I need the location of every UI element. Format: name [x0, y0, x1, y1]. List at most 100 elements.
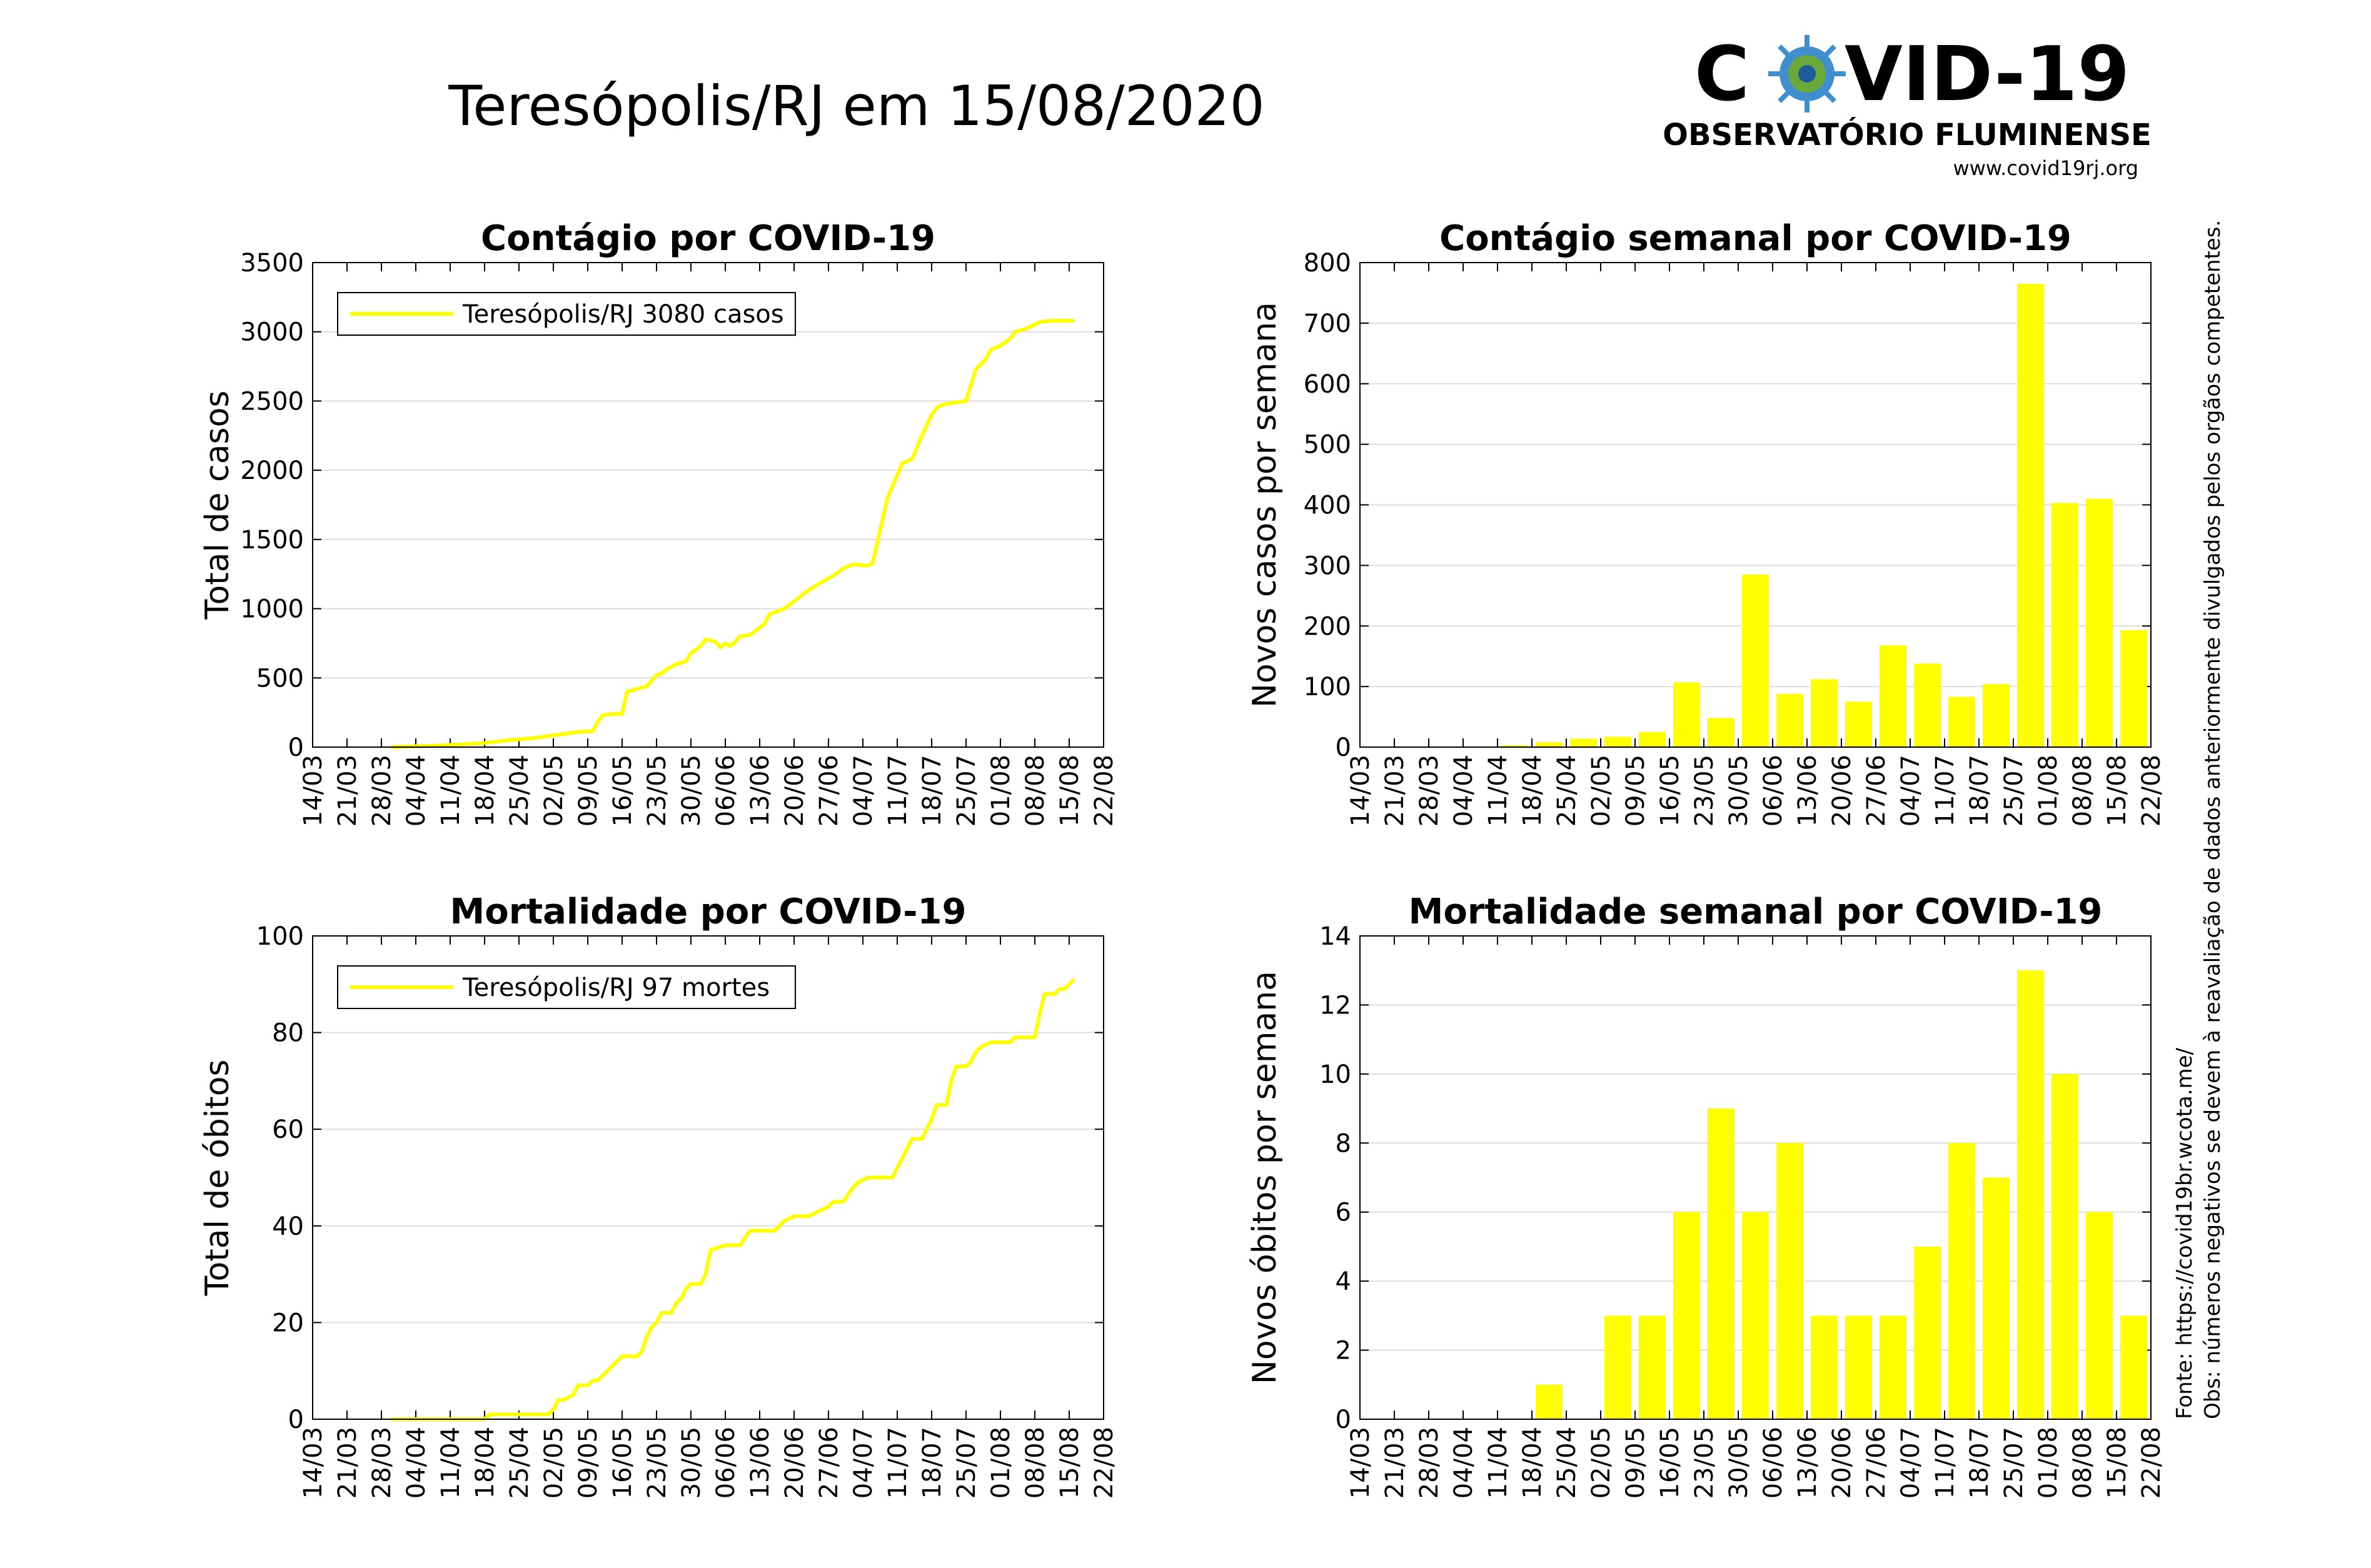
logo-url: www.covid19rj.org	[1953, 156, 2138, 180]
logo-title-left: C	[1694, 31, 1749, 118]
x-tick-label: 23/05	[643, 1427, 672, 1499]
y-tick-label: 400	[1304, 491, 1351, 520]
x-tick-label: 14/03	[299, 755, 328, 827]
x-tick-label: 18/04	[471, 1427, 500, 1499]
logo-subtitle: OBSERVATÓRIO FLUMINENSE	[1663, 117, 2152, 153]
x-tick-label: 22/08	[1090, 1427, 1119, 1499]
x-tick-label: 15/08	[2103, 755, 2132, 827]
x-tick-label: 13/06	[746, 755, 775, 827]
plot-area	[313, 936, 1104, 1419]
x-tick-label: 06/06	[712, 1427, 740, 1499]
bar	[2120, 630, 2147, 747]
bar	[1604, 1315, 1631, 1419]
axes-frame	[312, 262, 1104, 748]
bar	[2120, 1315, 2147, 1419]
x-tick-label: 21/03	[333, 1427, 362, 1499]
x-tick-label: 20/06	[780, 1427, 809, 1499]
y-tick-label: 100	[256, 922, 304, 951]
x-tick-label: 09/05	[1621, 1427, 1650, 1499]
bar	[1639, 731, 1666, 747]
y-axis-label: Novos óbitos por semana	[1246, 971, 1284, 1384]
bar	[1708, 718, 1734, 747]
x-tick-label: 04/07	[1896, 755, 1925, 827]
x-tick-label: 09/05	[1621, 755, 1650, 827]
y-axis-label: Total de casos	[199, 391, 236, 620]
x-tick-label: 13/06	[746, 1427, 775, 1499]
legend-label: Teresópolis/RJ 97 mortes	[462, 973, 770, 1002]
bar	[2017, 283, 2044, 747]
y-tick-label: 2000	[240, 456, 304, 485]
x-tick-label: 25/04	[505, 755, 534, 827]
bar	[1501, 745, 1528, 747]
x-tick-label: 13/06	[1793, 1427, 1822, 1499]
chart-title: Contágio semanal por COVID-19	[1439, 218, 2071, 259]
x-tick-label: 28/03	[368, 1427, 396, 1499]
bar	[1948, 696, 1975, 747]
y-tick-label: 0	[1336, 733, 1351, 762]
x-tick-label: 23/05	[1690, 755, 1719, 827]
x-tick-label: 14/03	[299, 1427, 328, 1499]
x-tick-label: 25/04	[505, 1427, 534, 1499]
y-tick-label: 700	[1304, 309, 1351, 338]
x-tick-label: 28/03	[368, 755, 396, 827]
x-tick-label: 14/03	[1346, 1427, 1375, 1499]
bar	[1914, 663, 1941, 747]
bar	[2051, 1073, 2078, 1419]
bar	[1742, 1212, 1769, 1419]
bar	[1983, 1177, 2010, 1419]
bar	[1948, 1143, 1975, 1419]
x-tick-label: 13/06	[1793, 755, 1822, 827]
x-tick-label: 04/04	[1449, 755, 1478, 827]
x-tick-label: 11/07	[883, 1427, 912, 1499]
x-tick-label: 27/06	[815, 1427, 843, 1499]
legend-label: Teresópolis/RJ 3080 casos	[462, 300, 784, 329]
logo: C VID-19 OBSERVATÓRIO FLUMINENSE www.cov…	[1663, 31, 2152, 180]
x-tick-label: 22/08	[2137, 1427, 2166, 1499]
x-tick-label: 01/08	[987, 755, 1015, 827]
x-tick-label: 04/04	[1449, 1427, 1478, 1499]
y-tick-label: 800	[1304, 249, 1351, 278]
x-tick-label: 21/03	[1381, 1427, 1409, 1499]
y-tick-label: 500	[256, 664, 304, 693]
bar	[1811, 1315, 1838, 1419]
x-tick-label: 25/04	[1553, 755, 1581, 827]
x-tick-label: 18/04	[1518, 755, 1547, 827]
y-tick-label: 3500	[240, 249, 304, 278]
x-tick-label: 02/05	[540, 755, 568, 827]
y-tick-label: 8	[1336, 1129, 1351, 1158]
x-tick-label: 02/05	[540, 1427, 568, 1499]
chart-title: Contágio por COVID-19	[481, 218, 935, 259]
x-tick-label: 11/07	[1931, 755, 1960, 827]
x-tick-label: 06/06	[712, 755, 740, 827]
x-tick-label: 18/04	[1518, 1427, 1547, 1499]
x-tick-label: 30/05	[1724, 755, 1753, 827]
x-tick-label: 23/05	[1690, 1427, 1719, 1499]
x-tick-label: 01/08	[2034, 1427, 2063, 1499]
x-tick-label: 11/04	[1484, 755, 1513, 827]
x-tick-label: 20/06	[1828, 755, 1856, 827]
bar	[1983, 684, 2010, 747]
x-tick-label: 25/07	[952, 1427, 981, 1499]
axes-frame	[312, 935, 1104, 1420]
y-tick-label: 200	[1304, 612, 1351, 641]
page-title: Teresópolis/RJ em 15/08/2020	[448, 74, 1264, 138]
y-tick-label: 12	[1319, 991, 1351, 1020]
x-tick-label: 04/04	[402, 1427, 431, 1499]
x-tick-label: 28/03	[1415, 1427, 1444, 1499]
bar	[1536, 1384, 1563, 1419]
series-line	[391, 978, 1075, 1421]
bar	[2017, 970, 2044, 1419]
x-tick-label: 22/08	[2137, 755, 2166, 827]
x-tick-label: 15/08	[1055, 1427, 1084, 1499]
y-tick-label: 20	[272, 1309, 304, 1337]
x-tick-label: 08/08	[2068, 755, 2097, 827]
x-tick-label: 06/06	[1759, 1427, 1788, 1499]
x-tick-label: 08/08	[2068, 1427, 2097, 1499]
x-tick-label: 16/05	[608, 755, 637, 827]
x-tick-label: 14/03	[1346, 755, 1375, 827]
x-tick-label: 27/06	[1862, 1427, 1891, 1499]
y-tick-label: 100	[1304, 673, 1351, 701]
x-tick-label: 30/05	[1724, 1427, 1753, 1499]
